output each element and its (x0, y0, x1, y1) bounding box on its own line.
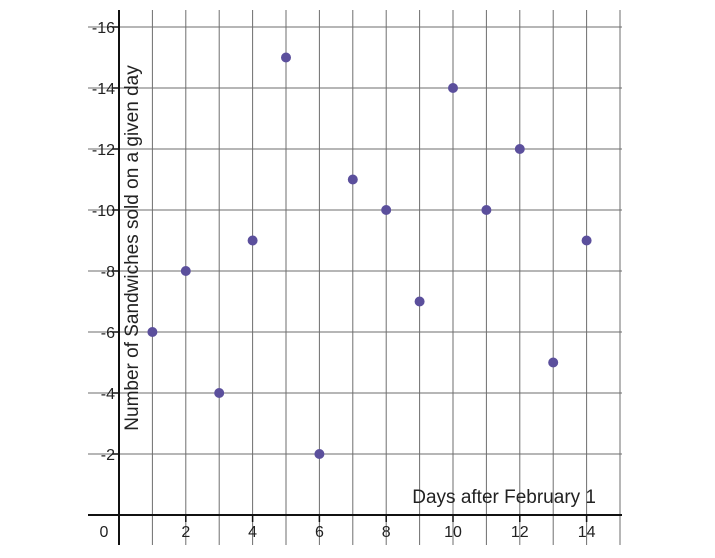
data-point (180, 266, 191, 276)
data-point (581, 235, 592, 246)
data-point (481, 205, 492, 215)
x-tick-label: 2 (181, 524, 190, 541)
y-tick-label: -10 (92, 203, 115, 220)
data-point (281, 52, 291, 63)
data-point (414, 296, 425, 307)
x-tick-label: 12 (511, 524, 529, 541)
data-point (548, 357, 559, 368)
y-axis-title: Number of Sandwiches sold on a given day (122, 65, 143, 431)
data-points (147, 52, 592, 459)
data-point (381, 205, 392, 215)
y-tick-label: -4 (101, 386, 115, 403)
x-tick-label: 8 (382, 524, 391, 541)
y-tick-label: -12 (92, 142, 115, 159)
x-tick-label: 14 (578, 524, 596, 541)
y-tick-label: -6 (101, 325, 115, 342)
data-point (347, 174, 358, 185)
y-tick-label: -14 (92, 81, 115, 98)
data-point (247, 235, 258, 246)
grid-lines (88, 10, 622, 545)
x-axis-title: Days after February 1 (412, 487, 596, 508)
y-tick-label: -16 (92, 20, 115, 37)
data-point (147, 327, 158, 337)
data-point (448, 83, 458, 93)
tick-marks (112, 26, 588, 522)
x-tick-label: 6 (315, 524, 324, 541)
tick-labels: 0 -2 -4 -6 -8 -10 -12 -14 -16 2 4 6 8 10 12 14 (92, 20, 596, 541)
y-tick-label: -2 (101, 447, 115, 464)
y-tick-label: -8 (101, 264, 115, 281)
origin-label: 0 (100, 524, 109, 541)
data-point (214, 388, 225, 398)
data-point (514, 144, 525, 154)
axes (88, 10, 622, 545)
data-point (314, 449, 325, 459)
x-tick-label: 4 (248, 524, 257, 541)
x-tick-label: 10 (444, 524, 462, 541)
